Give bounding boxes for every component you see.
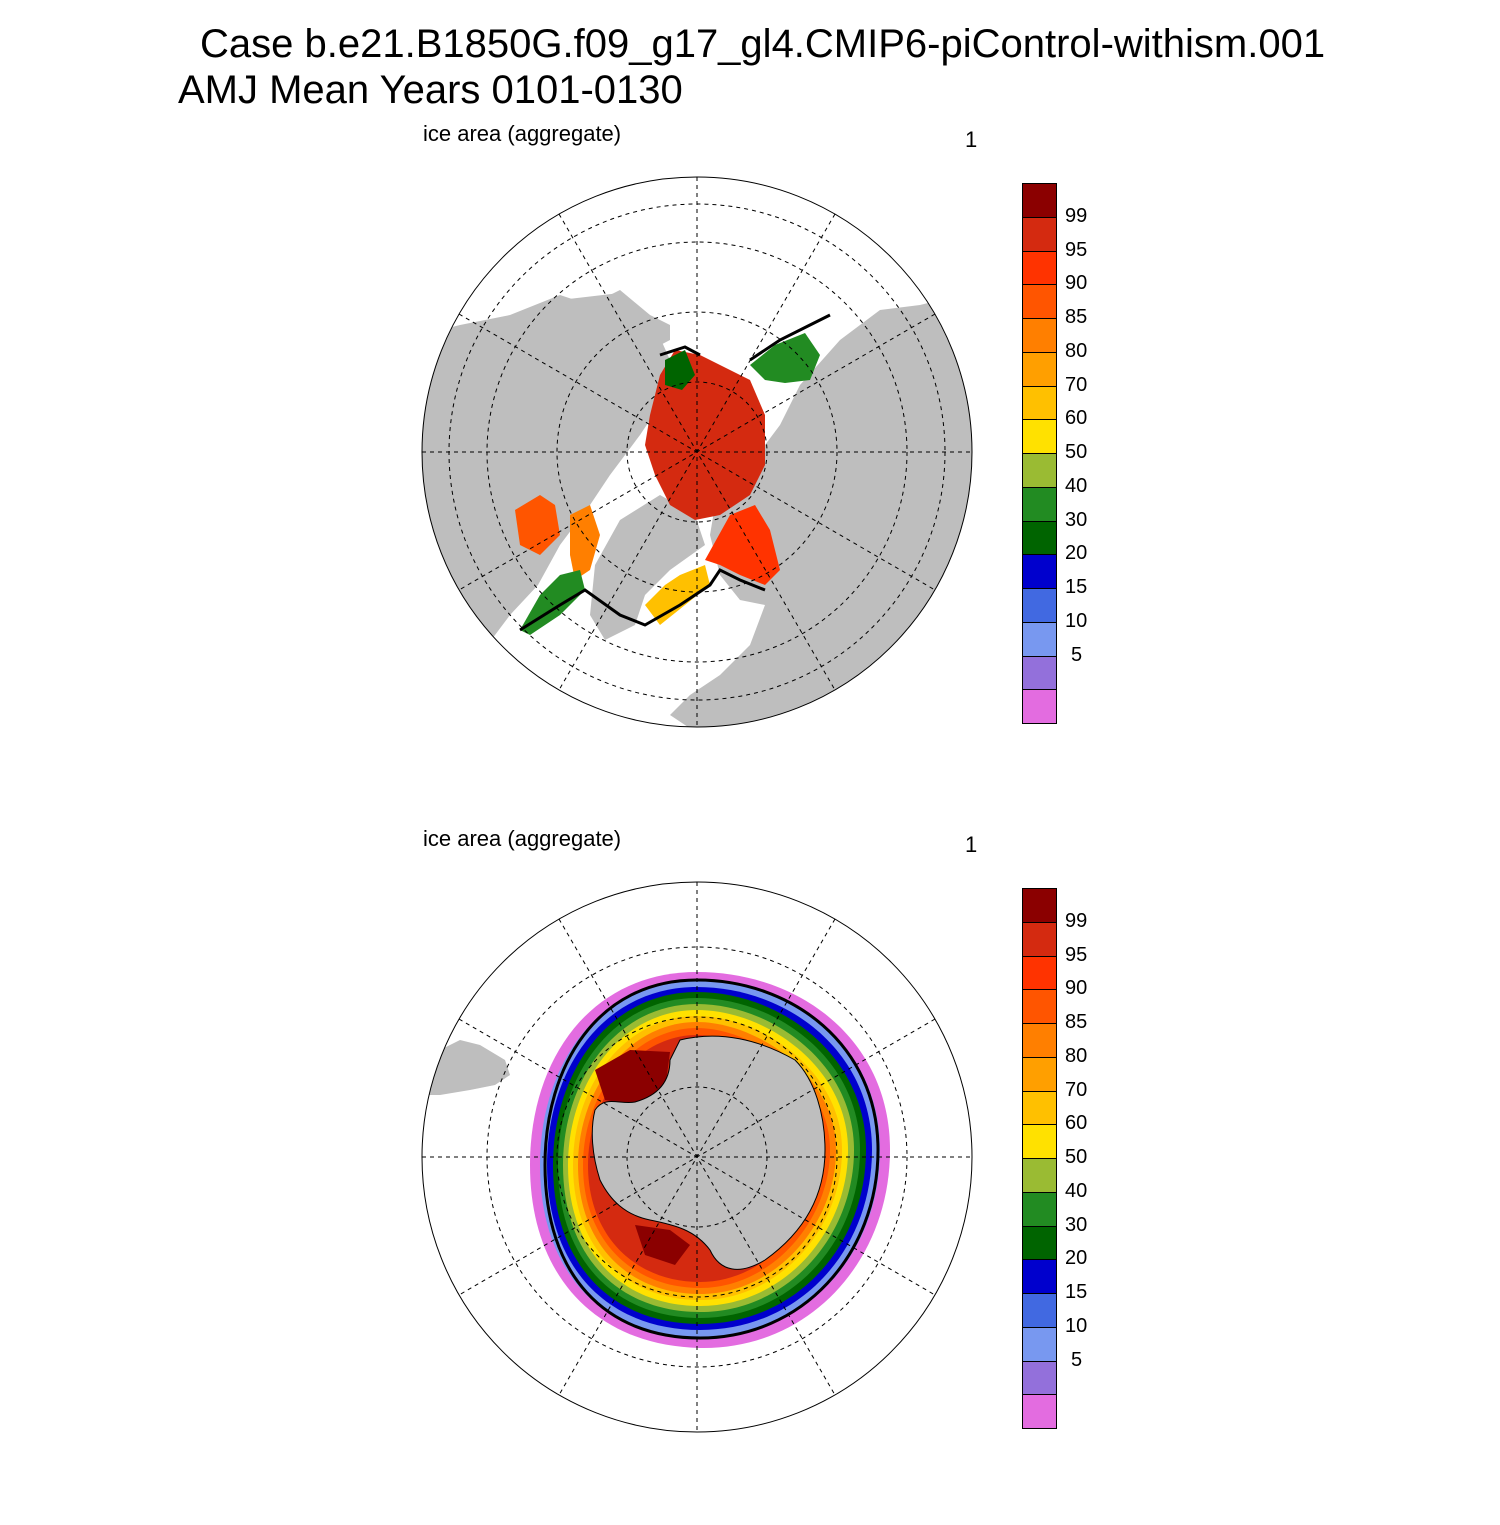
colorbar-tick-label: 70 bbox=[1065, 1078, 1088, 1101]
colorbar-segment bbox=[1022, 1191, 1057, 1227]
colorbar-tick-label: 60 bbox=[1065, 1112, 1088, 1135]
colorbar-segment bbox=[1022, 1090, 1057, 1126]
colorbar-segment bbox=[1022, 183, 1057, 218]
land-eurasia bbox=[670, 295, 972, 727]
panel-north: ice area (aggregate) 1 bbox=[0, 115, 1500, 820]
colorbar-segment bbox=[1022, 486, 1057, 522]
north-polar-map bbox=[421, 176, 973, 728]
colorbar-segment bbox=[1022, 419, 1057, 454]
colorbar-north bbox=[1022, 183, 1057, 724]
colorbar-tick-label: 15 bbox=[1065, 1281, 1088, 1303]
colorbar-segment bbox=[1022, 1158, 1057, 1193]
colorbar-tick-label: 40 bbox=[1065, 474, 1088, 497]
land-greenland bbox=[590, 495, 705, 640]
colorbar-segment bbox=[1022, 888, 1057, 923]
colorbar-south bbox=[1022, 888, 1057, 1429]
ice-area-north-barents bbox=[705, 505, 780, 585]
panel-south: ice area (aggregate) 1 bbox=[0, 820, 1500, 1525]
colorbar-segment bbox=[1022, 588, 1057, 623]
colorbar-segment bbox=[1022, 689, 1057, 724]
colorbar-segment bbox=[1022, 1225, 1057, 1261]
colorbar-segment bbox=[1022, 1293, 1057, 1328]
colorbar-segment bbox=[1022, 520, 1057, 556]
colorbar-tick-label: 85 bbox=[1065, 1011, 1088, 1033]
colorbar-tick-label: 40 bbox=[1065, 1179, 1088, 1202]
graticule-south bbox=[422, 882, 972, 1432]
panel-north-level-label: 1 bbox=[965, 127, 978, 152]
colorbar-tick-label: 85 bbox=[1065, 306, 1088, 328]
colorbar-segment bbox=[1022, 655, 1057, 691]
ice-edge-north bbox=[519, 568, 766, 632]
colorbar-segment bbox=[1022, 1394, 1057, 1429]
colorbar-tick-label: 95 bbox=[1065, 238, 1088, 261]
colorbar-segment bbox=[1022, 1124, 1057, 1159]
colorbar-tick-label: 60 bbox=[1065, 407, 1088, 430]
colorbar-tick-label: 5 bbox=[1071, 643, 1083, 666]
land-north-america bbox=[422, 290, 670, 685]
colorbar-segment bbox=[1022, 318, 1057, 353]
ice-area-north-baffin bbox=[570, 505, 600, 580]
colorbar-tick-label: 90 bbox=[1065, 977, 1088, 1000]
colorbar-tick-label: 10 bbox=[1065, 609, 1088, 632]
colorbar-segment bbox=[1022, 1056, 1057, 1092]
land-antarctica bbox=[591, 1035, 826, 1270]
main-title: Case b.e21.B1850G.f09_g17_gl4.CMIP6-piCo… bbox=[200, 22, 1326, 66]
colorbar-segment bbox=[1022, 955, 1057, 991]
colorbar-segment bbox=[1022, 621, 1057, 657]
colorbar-tick-label: 80 bbox=[1065, 1044, 1088, 1067]
graticule-north bbox=[422, 177, 972, 727]
colorbar-tick-label: 30 bbox=[1065, 508, 1088, 531]
panel-south-variable-label: ice area (aggregate) bbox=[423, 826, 622, 851]
colorbar-tick-label: 5 bbox=[1071, 1348, 1083, 1371]
colorbar-segment bbox=[1022, 216, 1057, 252]
colorbar-segment bbox=[1022, 351, 1057, 387]
colorbar-tick-label: 50 bbox=[1065, 1146, 1088, 1168]
colorbar-tick-label: 80 bbox=[1065, 339, 1088, 362]
panel-south-level-label: 1 bbox=[965, 832, 978, 857]
colorbar-segment bbox=[1022, 1259, 1057, 1294]
colorbar-tick-label: 30 bbox=[1065, 1213, 1088, 1236]
ice-edge-north-pacific bbox=[659, 313, 831, 362]
land-alaska bbox=[480, 293, 670, 390]
colorbar-tick-label: 95 bbox=[1065, 943, 1088, 966]
colorbar-tick-label: 50 bbox=[1065, 441, 1088, 463]
colorbar-segment bbox=[1022, 989, 1057, 1024]
ice-area-north-okhotsk bbox=[750, 333, 820, 383]
colorbar-segment bbox=[1022, 1360, 1057, 1396]
colorbar-segment bbox=[1022, 250, 1057, 286]
colorbar-tick-label: 99 bbox=[1065, 909, 1088, 932]
ice-edge-south bbox=[543, 978, 880, 1340]
colorbar-tick-label: 70 bbox=[1065, 373, 1088, 396]
ice-area-north-central bbox=[645, 350, 765, 520]
ice-ross-thick bbox=[635, 1225, 690, 1265]
colorbar-segment bbox=[1022, 921, 1057, 957]
colorbar-tick-label: 15 bbox=[1065, 576, 1088, 598]
colorbar-segment bbox=[1022, 385, 1057, 421]
ice-area-north-bering bbox=[665, 350, 695, 390]
panel-north-variable-label: ice area (aggregate) bbox=[423, 121, 622, 146]
colorbar-tick-label: 20 bbox=[1065, 1247, 1088, 1270]
ice-weddell-thick bbox=[595, 1050, 670, 1105]
colorbar-tick-label: 99 bbox=[1065, 204, 1088, 227]
colorbar-segment bbox=[1022, 554, 1057, 589]
colorbar-segment bbox=[1022, 284, 1057, 319]
ice-area-north-greenland-sea bbox=[645, 565, 710, 625]
main-subtitle: AMJ Mean Years 0101-0130 bbox=[178, 68, 683, 112]
colorbar-tick-label: 20 bbox=[1065, 542, 1088, 565]
colorbar-segment bbox=[1022, 453, 1057, 488]
colorbar-tick-label: 90 bbox=[1065, 272, 1088, 295]
colorbar-segment bbox=[1022, 1326, 1057, 1362]
ice-area-north-hudson bbox=[515, 495, 560, 555]
south-polar-map bbox=[421, 881, 973, 1433]
colorbar-segment bbox=[1022, 1023, 1057, 1058]
colorbar-tick-label: 10 bbox=[1065, 1314, 1088, 1337]
